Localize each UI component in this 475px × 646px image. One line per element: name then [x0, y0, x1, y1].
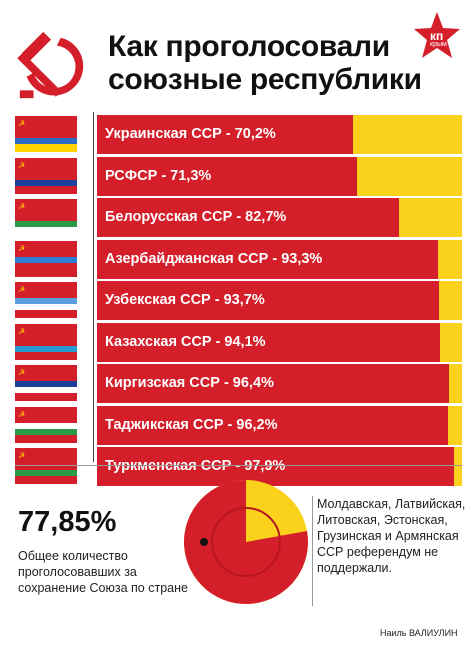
pie-slice-yes — [183, 480, 308, 604]
overall-description: Общее количество проголосовавших за сохр… — [18, 549, 188, 595]
svg-text:☭: ☭ — [18, 202, 25, 211]
kp-logo-icon — [414, 12, 460, 58]
bar-label: РСФСР - 71,3% — [105, 167, 212, 184]
bar-label: Туркменская ССР - 97,9% — [105, 458, 286, 474]
bar-label: Азербайджанская ССР - 93,3% — [105, 250, 323, 267]
bar-label: Узбекская ССР - 93,7% — [105, 292, 265, 308]
logo-subtext: крым — [430, 41, 447, 48]
bar-row: ☭ Туркменская ССР - 97,9% — [0, 447, 475, 486]
bar-value — [97, 156, 358, 196]
emblem-outline — [211, 507, 281, 577]
republic-flag-icon: ☭ — [15, 406, 77, 443]
author-credit: Наиль ВАЛИУЛИН — [380, 628, 458, 638]
bar-value — [97, 281, 439, 320]
republic-flag-icon: ☭ — [15, 323, 77, 360]
not-supported-note: Молдавская, Латвийская, Литовская, Эстон… — [312, 496, 475, 606]
republic-flag-icon: ☭ — [15, 448, 77, 484]
title-line-1: Как проголосовали — [108, 30, 390, 63]
republic-flag-icon: ☭ — [15, 240, 77, 277]
bar-value — [97, 115, 354, 154]
svg-text:☭: ☭ — [18, 119, 25, 128]
bar-row: ☭ Украинская ССР - 70,2% — [0, 115, 475, 154]
pie-marker-dot — [200, 538, 208, 546]
title-line-2: союзные республики — [108, 63, 422, 96]
bar-row: ☭ Белорусская ССР - 82,7% — [0, 198, 475, 237]
bar-row: ☭ Киргизская ССР - 96,4% — [0, 364, 475, 403]
republic-flag-icon: ☭ — [15, 116, 77, 152]
section-divider — [15, 465, 462, 466]
svg-text:☭: ☭ — [18, 368, 25, 377]
svg-text:☭: ☭ — [18, 327, 25, 336]
republic-flag-icon: ☭ — [15, 157, 77, 194]
bar-row: ☭ Азербайджанская ССР - 93,3% — [0, 239, 475, 279]
bar-value — [97, 364, 449, 403]
republic-flag-icon: ☭ — [15, 365, 77, 401]
bar-label: Таджикская ССР - 96,2% — [105, 416, 278, 433]
bar-row: ☭ Таджикская ССР - 96,2% — [0, 405, 475, 445]
bar-row: ☭ Узбекская ССР - 93,7% — [0, 281, 475, 320]
bar-label: Казахская ССР - 94,1% — [105, 333, 266, 350]
svg-text:☭: ☭ — [18, 244, 25, 253]
bar-row: ☭ РСФСР - 71,3% — [0, 156, 475, 196]
bar-label: Киргизская ССР - 96,4% — [105, 375, 274, 391]
bar-label: Украинская ССР - 70,2% — [105, 126, 276, 142]
svg-text:☭: ☭ — [18, 161, 25, 170]
svg-text:☭: ☭ — [18, 451, 25, 460]
bar-value — [97, 322, 441, 362]
svg-text:☭: ☭ — [18, 410, 25, 419]
logo-text: кп — [430, 29, 444, 43]
page-title: Как проголосовали союзные республики — [108, 30, 422, 96]
flag-divider — [93, 112, 94, 462]
bar-value — [97, 405, 449, 445]
bar-row: ☭ Казахская ССР - 94,1% — [0, 322, 475, 362]
bar-value — [97, 198, 399, 237]
republic-flag-icon: ☭ — [15, 282, 77, 318]
bar-value — [97, 447, 455, 486]
svg-text:☭: ☭ — [18, 285, 25, 294]
bar-label: Белорусская ССР - 82,7% — [105, 209, 287, 225]
bar-value — [97, 239, 438, 279]
republic-flag-icon: ☭ — [15, 199, 77, 235]
header: Как проголосовали союзные республики кп … — [0, 0, 475, 110]
overall-pie-chart — [183, 480, 308, 604]
hammer-and-sickle-icon — [17, 31, 84, 99]
overall-percent: 77,85% — [18, 506, 117, 538]
